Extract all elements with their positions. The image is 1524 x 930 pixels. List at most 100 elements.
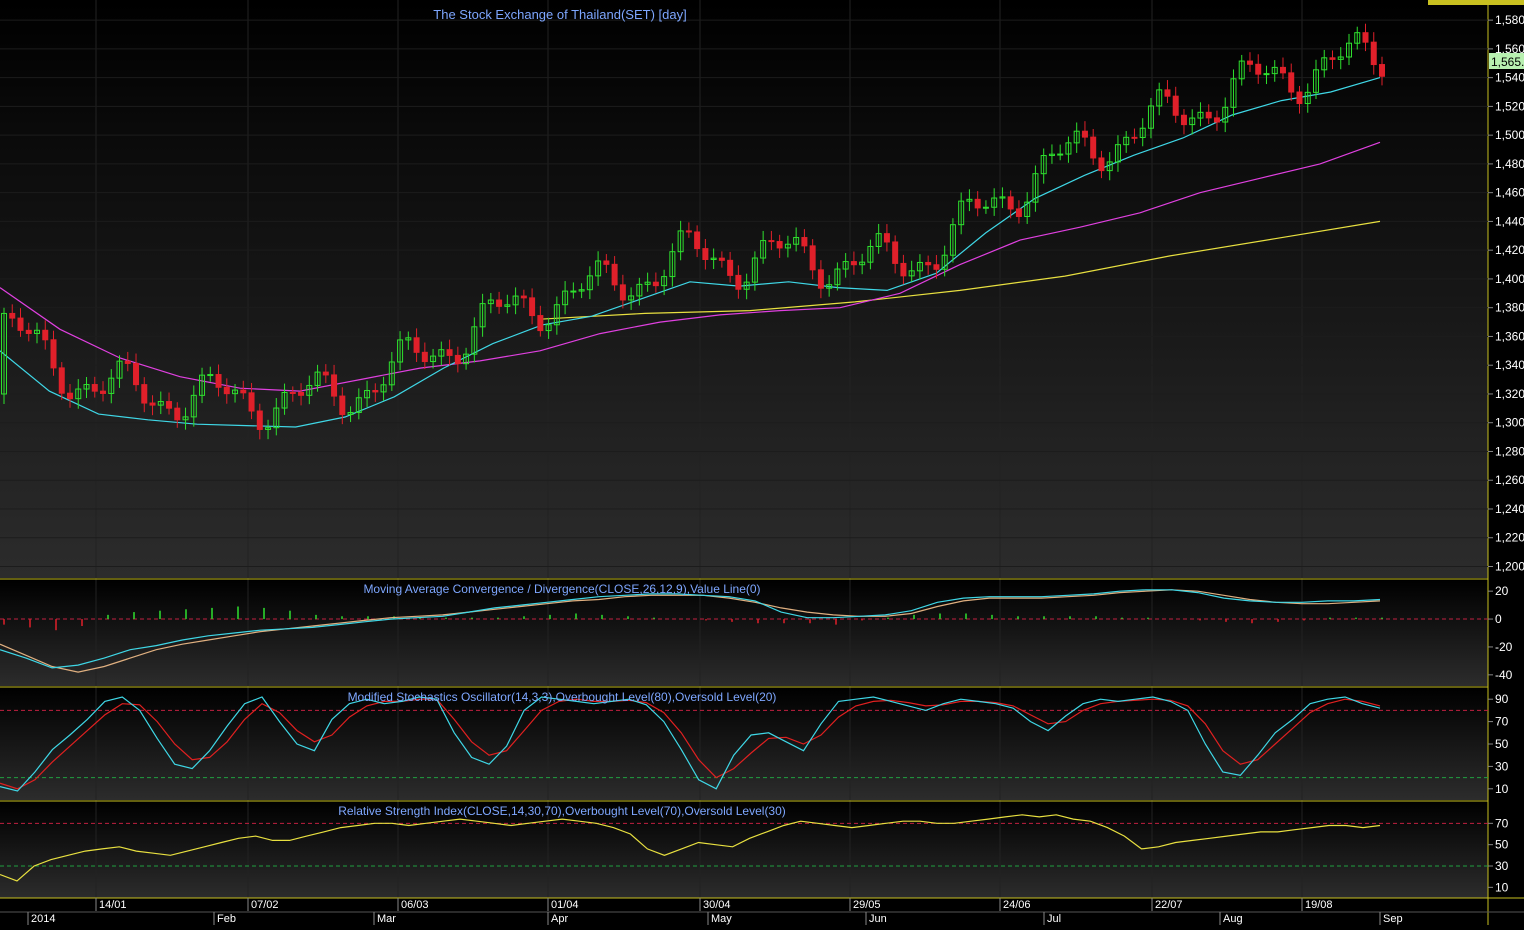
candle-body [735,274,742,290]
candle [1123,131,1130,153]
candle [174,402,181,428]
candle-body [1180,114,1187,126]
candle-body [694,231,701,250]
candle-body [636,283,643,297]
candle [50,330,57,376]
candle [1065,136,1072,163]
candle-body [174,407,181,421]
candle-body [916,261,923,272]
candle [619,274,626,309]
candle-body [652,281,659,287]
candle-body [281,391,288,409]
candle-body [347,412,354,415]
candle-body [405,337,412,341]
candle [875,223,882,254]
price-tick-label: 1,440 [1495,214,1524,228]
candle-body [685,230,692,233]
candle [1114,135,1121,172]
price-tick-label: 1,360 [1495,329,1524,343]
candle [999,187,1006,209]
candle-body [1007,196,1014,210]
price-tick-label: 1,460 [1495,186,1524,200]
axis-panel-bg [1488,0,1524,925]
candle-body [520,295,527,299]
candle [793,227,800,252]
candle [496,291,503,314]
candle-body [372,390,379,393]
candle [454,346,461,373]
candle-body [611,263,618,286]
candle-body [166,401,173,409]
x-label-upper: 24/06 [1003,899,1031,911]
candle-body [974,198,981,209]
candle-body [760,240,767,259]
candle [842,253,849,278]
candle-body [1114,144,1121,163]
candle-body [215,374,222,388]
candle [1304,83,1311,113]
candle [166,392,173,415]
x-label-upper: 30/04 [703,899,731,911]
price-tick-label: 1,200 [1495,559,1524,573]
macd-tick-label: 0 [1495,612,1502,626]
rsi-axis: 70 50 30 10 [1488,816,1509,894]
candle-body [157,401,164,406]
candle-body [1147,105,1154,129]
price-axis: 1,200 1,220 1,240 1,260 1,280 1,300 1,320 1,340… [1488,13,1524,573]
stoch-tick-label: 50 [1495,737,1509,751]
macd-axis: 20 0 -20 -40 [1488,584,1513,682]
candle-body [355,397,362,414]
candle [58,362,65,400]
candle-body [149,402,156,406]
candle-body [562,290,569,306]
rsi-tick-label: 10 [1495,880,1509,894]
x-label-lower: Apr [551,913,568,925]
candle [974,191,981,217]
stoch-tick-label: 30 [1495,759,1509,773]
rsi-line [0,814,1381,882]
price-tick-label: 1,420 [1495,243,1524,257]
candle [190,385,197,427]
candle-body [232,389,239,395]
candle-body [1197,111,1204,119]
candle-body [595,260,602,277]
candle-body [784,243,791,249]
candle [248,382,255,420]
candle [883,224,890,252]
candle-body [1189,117,1196,126]
candle [1213,110,1220,131]
candle [397,331,404,371]
candle-body [91,384,98,392]
candle-body [751,257,758,283]
candle [801,229,808,254]
candle [784,235,791,258]
candle-body [83,384,90,390]
price-tick-label: 1,400 [1495,272,1524,286]
candle [306,375,313,405]
x-label-lower: Mar [377,913,396,925]
stoch-tick-label: 10 [1495,782,1509,796]
candle [694,225,701,258]
candle [298,383,305,406]
candle [892,235,899,274]
candle-body [925,261,932,266]
candle-body [133,362,140,386]
candle [644,272,651,292]
candle-body [100,390,107,394]
candle [768,230,775,251]
candle [1040,148,1047,184]
candle-body [1329,57,1336,60]
price-tick-label: 1,380 [1495,301,1524,315]
candle [1007,190,1014,219]
candle-body [999,196,1006,199]
candle [405,331,412,350]
candle-body [718,257,725,261]
candle [116,355,123,388]
candle-body [982,206,989,209]
candle-body [124,360,131,364]
candle-body [892,241,899,264]
candle-body [1222,106,1229,123]
candle-body [1123,136,1130,146]
